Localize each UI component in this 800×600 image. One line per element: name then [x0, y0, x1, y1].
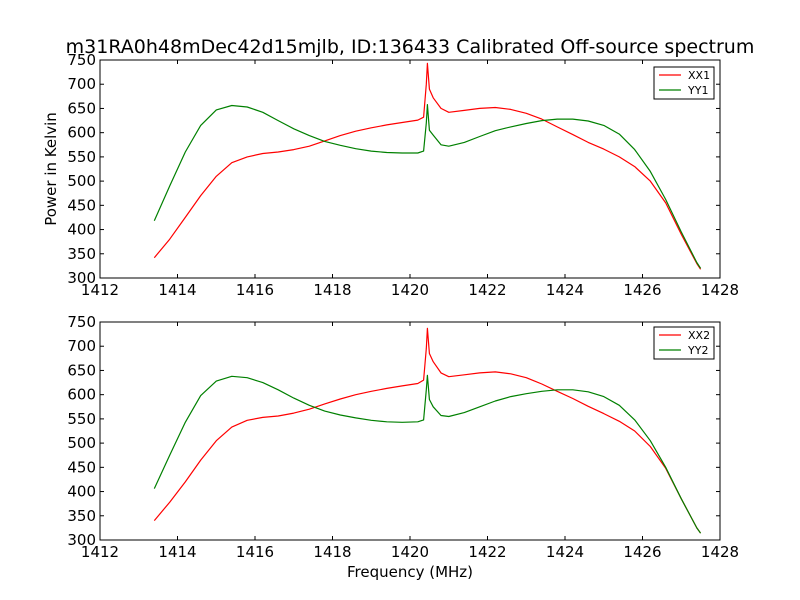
bottom-ytick-label: 700 — [67, 337, 96, 355]
top-ytick-label: 400 — [67, 221, 96, 239]
bottom-ytick-label: 450 — [67, 458, 96, 476]
bottom-ytick-label: 300 — [67, 531, 96, 549]
top-panel: Power in Kelvin 1412 1414 1416 1418 1420 1422… — [42, 51, 739, 299]
bottom-panel-series — [153, 327, 702, 534]
bottom-ytick-label: 750 — [67, 313, 96, 331]
series-line-xx2 — [153, 327, 702, 534]
top-ytick-label: 650 — [67, 99, 96, 117]
top-xtick-label: 1414 — [158, 281, 196, 299]
figure-title: m31RA0h48mDec42d15mjlb, ID:136433 Calibr… — [66, 36, 755, 58]
legend-label-yy1: YY1 — [687, 84, 708, 97]
top-xtick-label: 1420 — [391, 281, 429, 299]
top-xtick-label: 1412 — [81, 281, 119, 299]
bottom-xtick-label: 1422 — [468, 543, 506, 561]
bottom-xtick-label: 1426 — [623, 543, 661, 561]
top-ytick-label: 500 — [67, 172, 96, 190]
top-panel-frame — [99, 59, 721, 279]
bottom-panel: Frequency (MHz) 1412 1414 1416 1418 1420 1422… — [67, 313, 739, 581]
legend-label-xx2: XX2 — [688, 329, 710, 342]
legend-label-xx1: XX1 — [688, 69, 710, 82]
top-xtick-label: 1422 — [468, 281, 506, 299]
bottom-legend-box — [653, 326, 715, 360]
bottom-panel-frame — [99, 321, 721, 541]
bottom-panel-ticks: 1412 1414 1416 1418 1420 1422 1424 1426 1428 300 3… — [67, 313, 739, 561]
bottom-xtick-label: 1412 — [81, 543, 119, 561]
bottom-xtick-label: 1424 — [546, 543, 584, 561]
top-ytick-label: 700 — [67, 75, 96, 93]
top-ytick-label: 750 — [67, 51, 96, 69]
bottom-ytick-label: 500 — [67, 434, 96, 452]
bottom-ytick-label: 400 — [67, 483, 96, 501]
top-xtick-label: 1426 — [623, 281, 661, 299]
top-ytick-label: 600 — [67, 124, 96, 142]
top-xtick-label: 1424 — [546, 281, 584, 299]
top-panel-ylabel: Power in Kelvin — [42, 112, 60, 226]
top-xtick-label: 1416 — [236, 281, 274, 299]
top-legend-box — [653, 66, 715, 100]
top-ytick-label: 350 — [67, 245, 96, 263]
legend-label-yy2: YY2 — [687, 344, 708, 357]
bottom-panel-legend: XX2 YY2 — [653, 326, 715, 360]
series-line-yy1 — [153, 104, 702, 269]
bottom-xtick-label: 1416 — [236, 543, 274, 561]
bottom-xtick-label: 1414 — [158, 543, 196, 561]
top-ytick-label: 450 — [67, 196, 96, 214]
bottom-ytick-label: 350 — [67, 507, 96, 525]
top-ytick-label: 300 — [67, 269, 96, 287]
bottom-xtick-label: 1428 — [701, 543, 739, 561]
top-ytick-label: 550 — [67, 148, 96, 166]
bottom-panel-xlabel: Frequency (MHz) — [347, 563, 473, 581]
top-xtick-label: 1418 — [313, 281, 351, 299]
bottom-ytick-label: 650 — [67, 361, 96, 379]
top-panel-series — [153, 62, 702, 270]
bottom-xtick-label: 1420 — [391, 543, 429, 561]
top-panel-ticks: 1412 1414 1416 1418 1420 1422 1424 1426 1428 300 3… — [67, 51, 739, 299]
bottom-ytick-label: 550 — [67, 410, 96, 428]
top-panel-legend: XX1 YY1 — [653, 66, 715, 100]
bottom-ytick-label: 600 — [67, 386, 96, 404]
bottom-xtick-label: 1418 — [313, 543, 351, 561]
series-line-xx1 — [153, 62, 702, 270]
series-line-yy2 — [153, 374, 702, 534]
top-xtick-label: 1428 — [701, 281, 739, 299]
